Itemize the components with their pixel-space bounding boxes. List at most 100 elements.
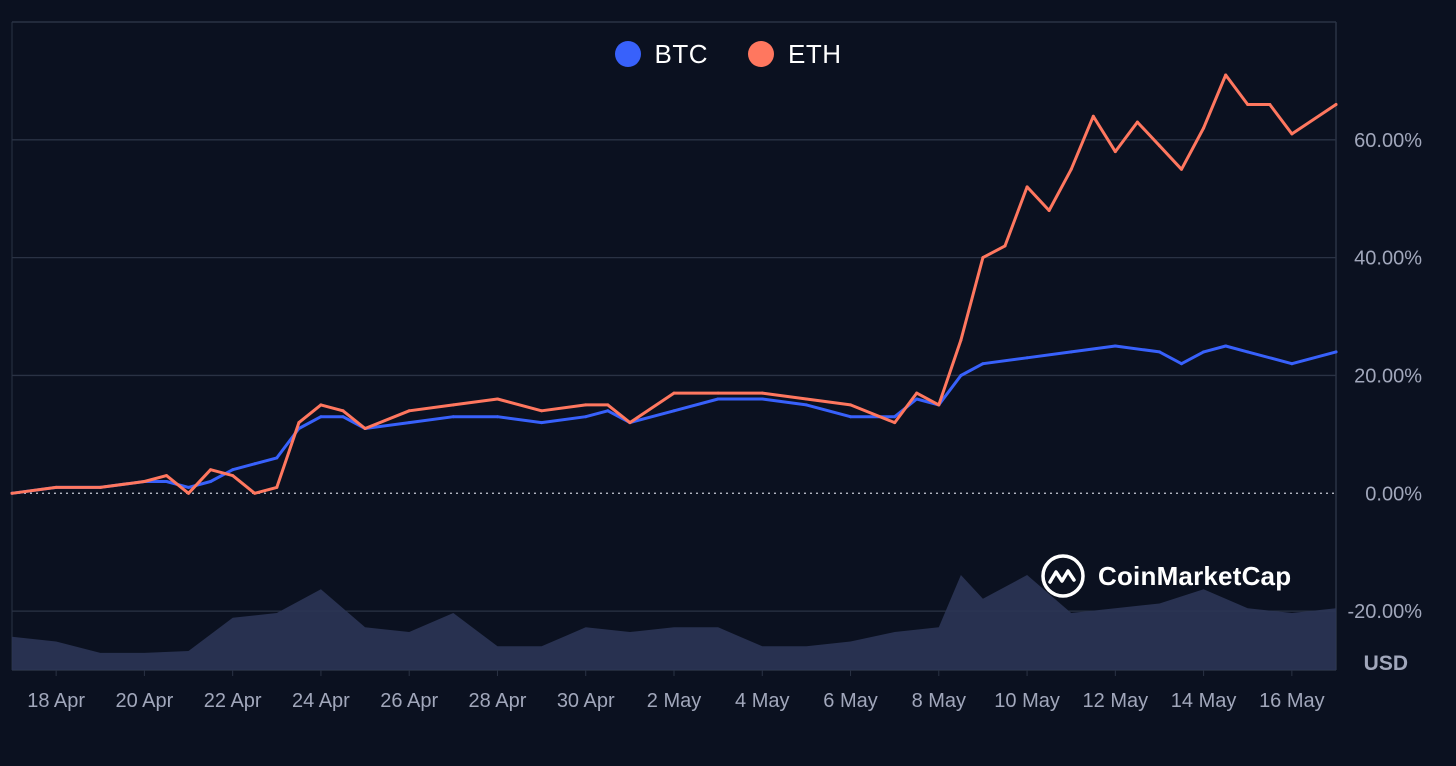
data-point-eth bbox=[297, 421, 301, 425]
data-point-eth bbox=[804, 397, 808, 401]
data-point-btc bbox=[341, 415, 345, 419]
data-point-eth bbox=[584, 403, 588, 407]
data-point-eth bbox=[142, 480, 146, 483]
data-point-eth bbox=[496, 397, 499, 401]
data-point-eth bbox=[981, 256, 985, 260]
data-point-eth bbox=[253, 491, 257, 495]
data-point-eth bbox=[1158, 144, 1161, 148]
x-tick-label: 20 Apr bbox=[115, 690, 173, 712]
data-point-btc bbox=[231, 468, 235, 472]
data-point-btc bbox=[1113, 344, 1117, 348]
x-tick-label: 12 May bbox=[1083, 690, 1149, 712]
data-point-btc bbox=[165, 480, 168, 483]
watermark-text: CoinMarketCap bbox=[1098, 560, 1292, 591]
y-tick-label: -20.00% bbox=[1348, 601, 1423, 623]
data-point-eth bbox=[915, 391, 919, 395]
data-point-btc bbox=[540, 421, 544, 425]
data-point-eth bbox=[10, 491, 14, 495]
data-point-btc bbox=[672, 409, 676, 413]
data-point-eth bbox=[1135, 120, 1139, 124]
data-point-eth bbox=[1246, 103, 1250, 106]
y-tick-label: 40.00% bbox=[1354, 248, 1422, 270]
data-point-btc bbox=[1224, 344, 1228, 348]
data-point-eth bbox=[672, 391, 676, 395]
data-point-eth bbox=[849, 403, 852, 407]
data-point-btc bbox=[187, 485, 190, 489]
x-tick-label: 16 May bbox=[1259, 690, 1325, 712]
data-point-eth bbox=[209, 468, 213, 472]
data-point-eth bbox=[341, 409, 345, 413]
data-point-btc bbox=[1246, 350, 1250, 354]
data-point-btc bbox=[1025, 356, 1029, 360]
legend-item-eth[interactable]: ETH bbox=[748, 39, 842, 70]
data-point-eth bbox=[1091, 114, 1095, 118]
data-point-eth bbox=[451, 403, 455, 407]
x-tick-label: 28 Apr bbox=[469, 690, 527, 712]
data-point-btc bbox=[804, 403, 808, 407]
data-point-eth bbox=[1069, 167, 1073, 171]
x-tick-label: 10 May bbox=[994, 690, 1060, 712]
x-tick-label: 2 May bbox=[647, 690, 701, 712]
coinmarketcap-logo-icon bbox=[1041, 554, 1085, 598]
data-point-eth bbox=[363, 427, 367, 430]
data-point-btc bbox=[1202, 350, 1206, 354]
x-tick-label: 22 Apr bbox=[204, 690, 262, 712]
x-tick-label: 4 May bbox=[735, 690, 789, 712]
data-point-eth bbox=[540, 409, 544, 413]
data-point-eth bbox=[1268, 103, 1272, 106]
volume-layer bbox=[12, 575, 1336, 670]
data-point-eth bbox=[165, 474, 168, 478]
data-point-btc bbox=[584, 415, 588, 419]
data-point-btc bbox=[716, 397, 720, 401]
data-point-btc bbox=[915, 397, 919, 401]
coinmarketcap-watermark: CoinMarketCap bbox=[1040, 553, 1291, 599]
data-point-btc bbox=[1180, 362, 1183, 366]
data-point-btc bbox=[849, 415, 852, 419]
data-point-eth bbox=[716, 391, 720, 395]
x-tick-label: 30 Apr bbox=[557, 690, 615, 712]
data-point-btc bbox=[209, 480, 213, 483]
axis-layer: 60.00% 40.00% 20.00% 0.00% -20.00% USD 18 Apr 2… bbox=[27, 130, 1422, 712]
data-point-btc bbox=[1290, 362, 1294, 366]
y-tick-label: 0.00% bbox=[1365, 483, 1422, 505]
eth-dot-icon bbox=[748, 41, 774, 67]
data-point-btc bbox=[319, 415, 323, 419]
x-tick-label: 26 Apr bbox=[380, 690, 438, 712]
data-point-eth bbox=[319, 403, 323, 407]
x-tick-label: 6 May bbox=[823, 690, 877, 712]
data-point-eth bbox=[98, 485, 102, 489]
data-point-eth bbox=[1025, 185, 1029, 189]
series-line-eth bbox=[10, 73, 1338, 495]
data-point-btc bbox=[893, 415, 897, 419]
data-point-eth bbox=[760, 391, 764, 395]
legend-label-eth: ETH bbox=[788, 38, 842, 69]
data-point-eth bbox=[231, 474, 235, 478]
data-point-btc bbox=[1069, 350, 1073, 354]
legend-item-btc[interactable]: BTC bbox=[614, 38, 709, 70]
data-point-btc bbox=[451, 415, 455, 419]
data-point-btc bbox=[253, 462, 257, 466]
x-tick-label: 24 Apr bbox=[292, 690, 350, 712]
y-tick-label: 20.00% bbox=[1354, 365, 1422, 387]
data-point-eth bbox=[1003, 244, 1007, 248]
legend: BTC ETH bbox=[0, 36, 1456, 72]
data-point-eth bbox=[1224, 73, 1228, 77]
x-tick-label: 8 May bbox=[912, 690, 966, 712]
y-tick-label: 60.00% bbox=[1354, 130, 1422, 152]
btc-dot-icon bbox=[614, 41, 641, 67]
y-unit-label: USD bbox=[1364, 652, 1408, 675]
x-tick-label: 18 Apr bbox=[27, 690, 85, 712]
data-point-eth bbox=[959, 338, 963, 342]
data-point-btc bbox=[496, 415, 499, 419]
series-eth bbox=[10, 73, 1338, 495]
data-point-btc bbox=[275, 456, 279, 460]
data-point-eth bbox=[187, 491, 190, 495]
data-point-btc bbox=[407, 421, 411, 425]
legend-label-btc: BTC bbox=[654, 38, 708, 69]
data-point-eth bbox=[1047, 209, 1051, 212]
data-point-btc bbox=[606, 409, 610, 413]
data-point-eth bbox=[1334, 103, 1338, 106]
data-point-eth bbox=[275, 485, 279, 489]
data-point-eth bbox=[54, 485, 58, 489]
